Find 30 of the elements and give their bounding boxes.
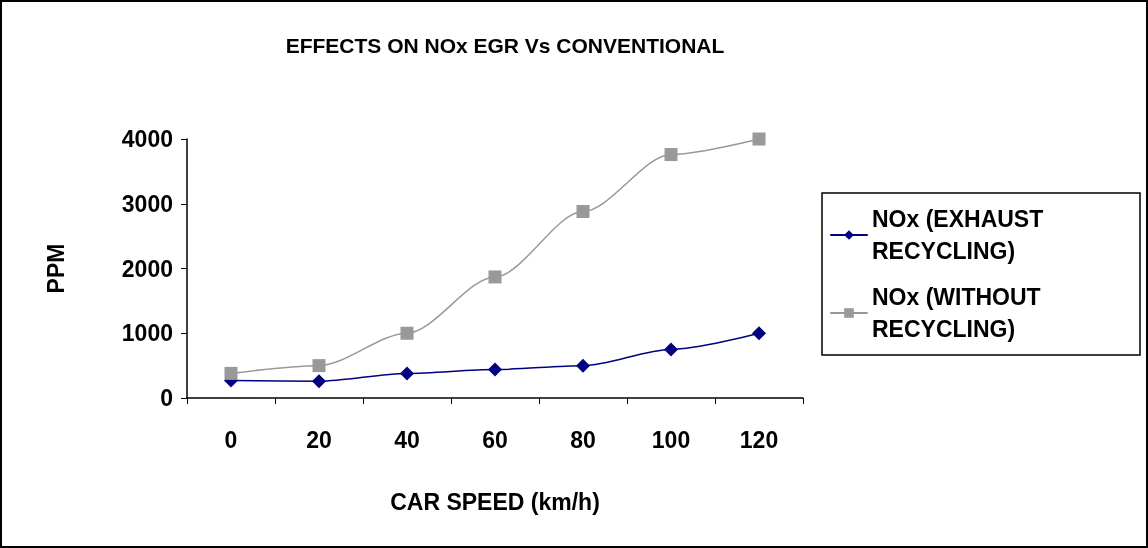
point xyxy=(576,205,590,219)
x-axis-title: CAR SPEED (km/h) xyxy=(390,488,600,515)
x-tick-label: 80 xyxy=(570,426,596,453)
legend-label: NOx (WITHOUT RECYCLING) xyxy=(872,284,1048,342)
point xyxy=(400,326,414,340)
point xyxy=(488,270,502,284)
legend-label: NOx (EXHAUST RECYCLING) xyxy=(872,206,1050,264)
point xyxy=(312,374,326,389)
point xyxy=(400,366,414,381)
x-tick-label: 0 xyxy=(224,426,238,453)
y-tick-label: 4000 xyxy=(121,126,173,152)
point xyxy=(488,362,502,377)
point xyxy=(752,326,766,341)
y-tick-label: 0 xyxy=(160,385,173,411)
x-tick-label: 120 xyxy=(739,426,779,453)
point xyxy=(752,132,766,146)
y-axis-title: PPM xyxy=(42,243,69,294)
x-tick-label: 20 xyxy=(306,426,332,453)
point xyxy=(664,342,678,357)
point xyxy=(312,359,326,373)
x-tick-label: 40 xyxy=(394,426,420,453)
y-tick-label: 1000 xyxy=(121,320,173,347)
x-tick-label: 100 xyxy=(651,426,691,453)
x-tick-label: 60 xyxy=(482,426,508,453)
y-tick-label: 3000 xyxy=(121,190,173,217)
chart-title: EFFECTS ON NOx EGR Vs CONVENTIONAL xyxy=(285,34,725,57)
y-tick-label: 2000 xyxy=(121,255,173,282)
point xyxy=(664,148,678,162)
point xyxy=(576,358,590,373)
point xyxy=(224,366,238,380)
